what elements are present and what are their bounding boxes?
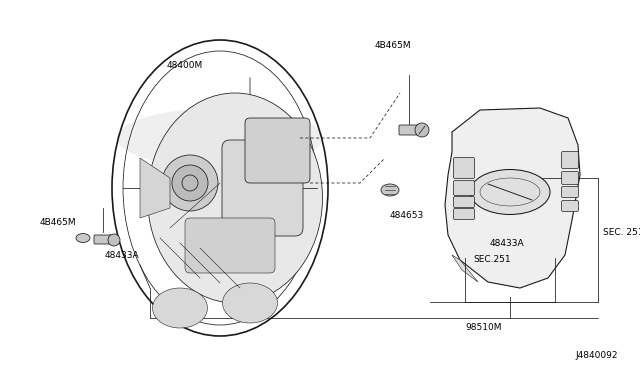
Text: 48433A: 48433A [105, 251, 140, 260]
Ellipse shape [470, 170, 550, 215]
Text: 4B465M: 4B465M [375, 41, 412, 50]
FancyBboxPatch shape [94, 235, 112, 244]
FancyBboxPatch shape [561, 186, 579, 198]
Text: 4B465M: 4B465M [40, 218, 77, 227]
Polygon shape [140, 158, 170, 218]
Text: 48400M: 48400M [167, 61, 203, 70]
Ellipse shape [117, 108, 323, 168]
FancyBboxPatch shape [561, 201, 579, 212]
Circle shape [172, 165, 208, 201]
Polygon shape [452, 255, 478, 282]
Ellipse shape [76, 234, 90, 243]
FancyBboxPatch shape [185, 218, 275, 273]
Ellipse shape [152, 288, 207, 328]
Circle shape [162, 155, 218, 211]
Ellipse shape [381, 184, 399, 196]
FancyBboxPatch shape [454, 180, 474, 196]
Text: 48433A: 48433A [490, 239, 525, 248]
FancyBboxPatch shape [399, 125, 419, 135]
FancyBboxPatch shape [245, 118, 310, 183]
Circle shape [415, 123, 429, 137]
Circle shape [108, 234, 120, 246]
Ellipse shape [223, 283, 278, 323]
Text: SEC. 251: SEC. 251 [603, 228, 640, 237]
FancyBboxPatch shape [454, 157, 474, 179]
FancyBboxPatch shape [454, 208, 474, 219]
Text: SEC.251: SEC.251 [473, 255, 511, 264]
Text: 98510M: 98510M [465, 323, 502, 332]
Text: J4840092: J4840092 [575, 351, 618, 360]
Polygon shape [445, 108, 580, 288]
FancyBboxPatch shape [222, 140, 303, 236]
FancyBboxPatch shape [561, 171, 579, 185]
FancyBboxPatch shape [561, 151, 579, 169]
Ellipse shape [147, 93, 323, 303]
FancyBboxPatch shape [454, 196, 474, 208]
Text: 484653: 484653 [390, 211, 424, 220]
